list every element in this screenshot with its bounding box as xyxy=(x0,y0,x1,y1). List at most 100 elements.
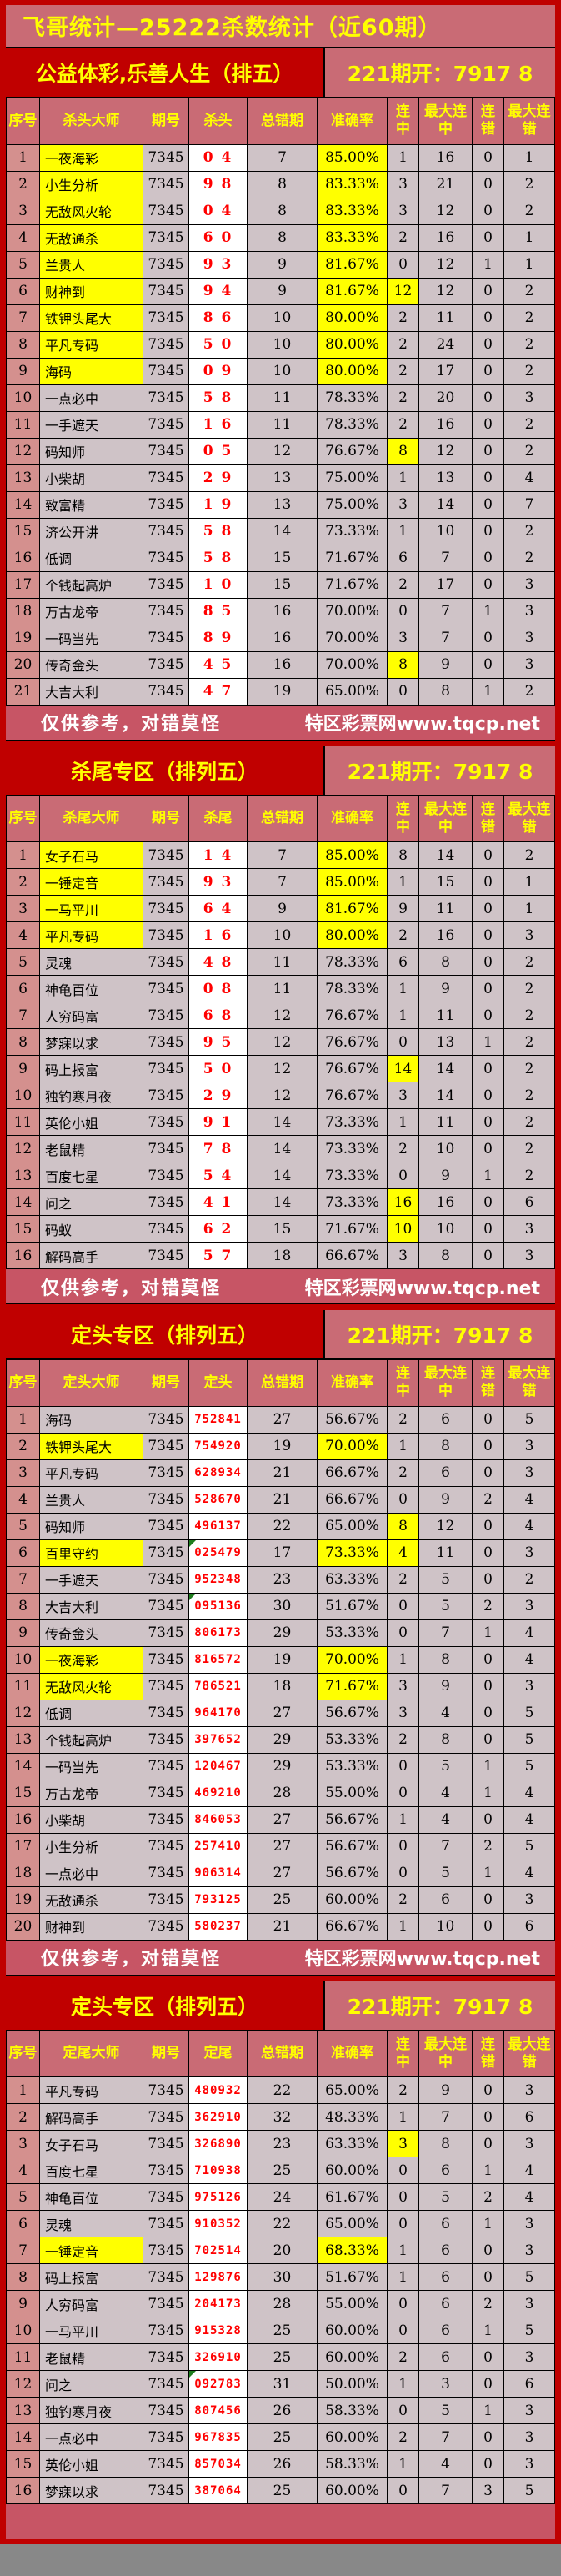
pick-cell: 846053 xyxy=(189,1806,248,1834)
site-watermark: 特区彩票网www.tqcp.net xyxy=(304,1949,540,1970)
row-index-cell: 12 xyxy=(7,2371,40,2398)
streak-miss-cell: 0 xyxy=(473,1513,504,1540)
miss-count-cell: 31 xyxy=(248,2371,318,2398)
streak-miss-cell: 0 xyxy=(473,224,504,252)
streak-miss-cell: 0 xyxy=(473,1109,504,1136)
row-index-cell: 7 xyxy=(7,2237,40,2264)
miss-count-cell: 22 xyxy=(248,2077,318,2104)
master-name-cell: 百度七星 xyxy=(40,2157,143,2184)
streak-miss-cell: 1 xyxy=(473,1860,504,1887)
master-name-cell: 女子石马 xyxy=(40,842,143,869)
streak-miss-cell: 0 xyxy=(473,1539,504,1567)
max-streak-hit-cell: 6 xyxy=(419,2291,473,2317)
row-index-cell: 5 xyxy=(7,251,40,279)
row-index-cell: 10 xyxy=(7,2317,40,2344)
streak-hit-cell: 6 xyxy=(388,949,419,976)
streak-hit-cell: 8 xyxy=(388,438,419,465)
master-name-cell: 个钱起高炉 xyxy=(40,571,143,599)
period-cell: 7345 xyxy=(143,464,189,492)
row-index-cell: 13 xyxy=(7,464,40,492)
column-header-7: 连中 xyxy=(388,796,419,842)
max-streak-hit-cell: 10 xyxy=(419,518,473,545)
period-cell: 7345 xyxy=(143,144,189,172)
streak-hit-cell: 2 xyxy=(388,922,419,949)
period-cell: 7345 xyxy=(143,384,189,412)
miss-count-cell: 8 xyxy=(248,224,318,252)
row-index-cell: 7 xyxy=(7,304,40,332)
column-header-2: 杀头大师 xyxy=(40,98,143,145)
max-streak-miss-cell: 4 xyxy=(504,1619,555,1647)
pick-cell: 5 7 xyxy=(189,1243,248,1269)
table-row: 2 铁钾头尾大 7345 754920 19 70.00% 1 8 0 3 xyxy=(6,1433,555,1460)
miss-count-cell: 28 xyxy=(248,1780,318,1807)
streak-hit-cell: 2 xyxy=(388,411,419,439)
miss-count-cell: 14 xyxy=(248,1109,318,1136)
max-streak-hit-cell: 12 xyxy=(419,251,473,279)
row-index-cell: 10 xyxy=(7,1646,40,1674)
miss-count-cell: 9 xyxy=(248,896,318,922)
row-index-cell: 10 xyxy=(7,384,40,412)
draw-result: 221期开：7917 8 xyxy=(325,1310,555,1358)
accuracy-cell: 61.67% xyxy=(318,2184,388,2211)
pick-cell: 1 6 xyxy=(189,411,248,439)
table-row: 11 英伦小姐 7345 9 1 14 73.33% 1 11 0 2 xyxy=(6,1109,555,1136)
accuracy-cell: 58.33% xyxy=(318,2451,388,2478)
row-index-cell: 12 xyxy=(7,1136,40,1162)
miss-count-cell: 29 xyxy=(248,1619,318,1647)
streak-miss-cell: 0 xyxy=(473,625,504,652)
streak-hit-cell: 2 xyxy=(388,2424,419,2451)
streak-miss-cell: 0 xyxy=(473,331,504,359)
column-header-8: 最大连中 xyxy=(419,98,473,145)
period-cell: 7345 xyxy=(143,842,189,869)
streak-miss-cell: 0 xyxy=(473,384,504,412)
period-cell: 7345 xyxy=(143,651,189,679)
streak-miss-cell: 0 xyxy=(473,2344,504,2371)
accuracy-cell: 58.33% xyxy=(318,2398,388,2424)
master-name-cell: 一点必中 xyxy=(40,1860,143,1887)
streak-hit-cell: 4 xyxy=(388,1539,419,1567)
max-streak-hit-cell: 16 xyxy=(419,1189,473,1216)
max-streak-hit-cell: 6 xyxy=(419,2211,473,2237)
streak-miss-cell: 0 xyxy=(473,976,504,1002)
period-cell: 7345 xyxy=(143,1109,189,1136)
master-name-cell: 灵魂 xyxy=(40,2211,143,2237)
accuracy-cell: 76.67% xyxy=(318,1082,388,1109)
streak-hit-cell: 1 xyxy=(388,1433,419,1460)
max-streak-hit-cell: 11 xyxy=(419,1002,473,1029)
column-header-9: 连错 xyxy=(473,1360,504,1407)
table-row: 14 一码当先 7345 120467 29 53.33% 0 5 1 5 xyxy=(6,1753,555,1780)
row-index-cell: 11 xyxy=(7,2344,40,2371)
streak-hit-cell: 0 xyxy=(388,2317,419,2344)
master-name-cell: 解码高手 xyxy=(40,1243,143,1269)
pick-cell: 5 4 xyxy=(189,1162,248,1189)
streak-miss-cell: 0 xyxy=(473,1806,504,1834)
streak-hit-cell: 1 xyxy=(388,1806,419,1834)
row-index-cell: 9 xyxy=(7,358,40,385)
max-streak-miss-cell: 3 xyxy=(504,2237,555,2264)
accuracy-cell: 73.33% xyxy=(318,1162,388,1189)
table-row: 8 梦寐以求 7345 9 5 12 76.67% 0 13 1 2 xyxy=(6,1029,555,1056)
accuracy-cell: 68.33% xyxy=(318,2237,388,2264)
master-name-cell: 低调 xyxy=(40,545,143,572)
draw-result: 221期开：7917 8 xyxy=(325,1981,555,2030)
section-gap xyxy=(6,1975,555,1981)
period-cell: 7345 xyxy=(143,2317,189,2344)
miss-count-cell: 15 xyxy=(248,545,318,572)
max-streak-miss-cell: 1 xyxy=(504,896,555,922)
table-row: 5 灵魂 7345 4 8 11 78.33% 6 8 0 2 xyxy=(6,949,555,976)
draw-result: 221期开：7917 8 xyxy=(325,746,555,795)
period-cell: 7345 xyxy=(143,1646,189,1674)
pick-cell: 528670 xyxy=(189,1486,248,1514)
column-header-2: 定头大师 xyxy=(40,1360,143,1407)
table-row: 19 无敌通杀 7345 793125 25 60.00% 2 6 0 3 xyxy=(6,1886,555,1914)
max-streak-miss-cell: 3 xyxy=(504,2131,555,2157)
period-cell: 7345 xyxy=(143,2131,189,2157)
streak-hit-cell: 3 xyxy=(388,171,419,198)
max-streak-miss-cell: 1 xyxy=(504,251,555,279)
pick-cell: 9 3 xyxy=(189,869,248,896)
pick-cell: 469210 xyxy=(189,1780,248,1807)
accuracy-cell: 65.00% xyxy=(318,1513,388,1540)
streak-hit-cell: 0 xyxy=(388,1860,419,1887)
accuracy-cell: 76.67% xyxy=(318,1056,388,1082)
miss-count-cell: 12 xyxy=(248,1029,318,1056)
